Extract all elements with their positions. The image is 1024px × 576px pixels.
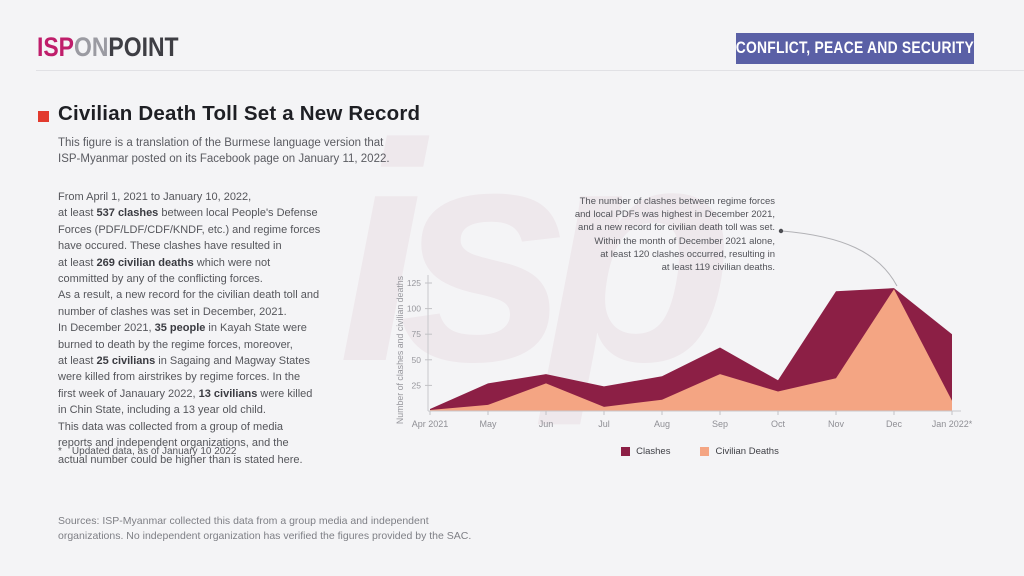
svg-text:25: 25 <box>412 380 422 390</box>
area-chart-svg: 25 50 75 100 125 Apr 2021 May Jun Jul Aug Sep Oct No… <box>395 275 973 429</box>
footnote-text: Updated data, as of January 10 2022 <box>71 446 237 457</box>
svg-text:100: 100 <box>407 304 421 314</box>
logo-isp: ISP <box>37 32 75 62</box>
page-subtitle: This figure is a translation of the Burm… <box>58 137 390 165</box>
category-badge: CONFLICT, PEACE AND SECURITY <box>736 33 974 64</box>
svg-text:Aug: Aug <box>654 419 670 429</box>
svg-text:Jan 2022*: Jan 2022* <box>932 419 973 429</box>
body-paragraph: From April 1, 2021 to January 10, 2022, … <box>58 191 321 466</box>
page-title: Civilian Death Toll Set a New Record <box>58 102 421 125</box>
svg-text:75: 75 <box>412 329 422 339</box>
svg-text:Sep: Sep <box>712 419 728 429</box>
chart-annotation: The number of clashes between regime for… <box>574 196 775 274</box>
svg-text:May: May <box>479 419 497 429</box>
svg-text:125: 125 <box>407 278 421 288</box>
logo-on: ON <box>74 32 109 62</box>
footnote: * Updated data, as of January 10 2022 <box>58 446 236 457</box>
legend-label: Clashes <box>636 446 671 457</box>
svg-text:Jul: Jul <box>598 419 610 429</box>
area-chart: 25 50 75 100 125 Apr 2021 May Jun Jul Aug Sep Oct No… <box>393 262 993 442</box>
legend-item-clashes: Clashes <box>621 446 670 457</box>
chart-legend: Clashes Civilian Deaths <box>555 446 845 457</box>
legend-swatch <box>700 447 710 456</box>
logo-point: POINT <box>108 32 179 62</box>
isp-onpoint-logo: ISPONPOINT <box>37 32 179 63</box>
svg-text:Nov: Nov <box>828 419 845 429</box>
sources-text: Sources: ISP-Myanmar collected this data… <box>58 515 472 542</box>
legend-swatch <box>621 447 631 456</box>
svg-text:Oct: Oct <box>771 419 786 429</box>
header-divider <box>36 70 1024 71</box>
title-bullet-square <box>38 111 49 122</box>
svg-text:Number of clashes and civilian: Number of clashes and civilian deaths <box>395 275 405 424</box>
legend-label: Civilian Deaths <box>715 446 779 457</box>
category-badge-label: CONFLICT, PEACE AND SECURITY <box>735 39 975 57</box>
svg-text:Dec: Dec <box>886 419 903 429</box>
svg-text:Apr 2021: Apr 2021 <box>412 419 449 429</box>
svg-text:Jun: Jun <box>539 419 554 429</box>
footnote-asterisk: * <box>58 446 62 457</box>
legend-item-civilian-deaths: Civilian Deaths <box>700 446 779 457</box>
svg-text:50: 50 <box>412 355 422 365</box>
